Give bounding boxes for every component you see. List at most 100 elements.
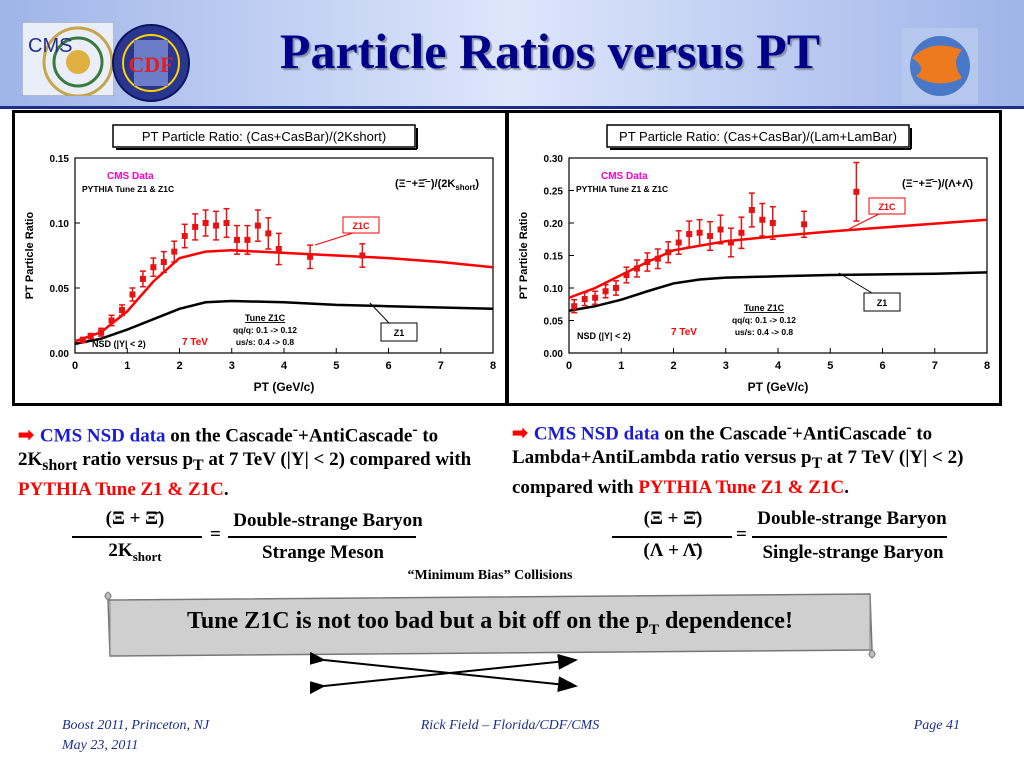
- data-point: [87, 333, 94, 340]
- series-line-z1: [568, 271, 988, 312]
- x-tick-label: 4: [281, 360, 288, 372]
- y-tick-label: 0.10: [544, 284, 564, 295]
- formula-denominator: (Λ + Λ̄): [643, 540, 703, 561]
- footer-date: May 23, 2011: [62, 738, 139, 753]
- z1-label: Z1: [877, 298, 888, 308]
- chart-cascade-lambda: PT Particle Ratio: (Cas+CasBar)/(Lam+Lam…: [518, 124, 990, 394]
- x-tick-label: 6: [879, 360, 885, 372]
- tune-line: qq/q: 0.1 -> 0.12: [732, 315, 796, 325]
- bullet-sup: -: [292, 421, 299, 438]
- data-point: [119, 307, 126, 314]
- series-line-z1: [74, 299, 494, 346]
- data-point: [727, 239, 734, 246]
- data-point: [623, 272, 630, 278]
- y-tick-label: 0.30: [544, 154, 564, 165]
- x-tick-label: 8: [984, 360, 990, 372]
- bullet-text: on the Cascade: [659, 423, 787, 445]
- data-point: [275, 246, 282, 252]
- bullet-text: to Lambda+AntiLambda ratio versus p: [512, 423, 933, 469]
- x-tick-label: 1: [124, 360, 130, 372]
- chart-panel-right: PT Particle Ratio: (Cas+CasBar)/(Lam+Lam…: [506, 110, 1002, 406]
- data-point: [717, 226, 724, 233]
- data-point: [748, 207, 755, 213]
- ratio-label: (Ξ⁻+Ξ̄⁻)/(Λ+Λ̄): [902, 178, 973, 190]
- legend-pythia: PYTHIA Tune Z1 & Z1C: [576, 184, 668, 194]
- chart-title-box: [112, 124, 416, 148]
- formula-equals: =: [736, 524, 747, 545]
- data-point: [738, 229, 745, 236]
- banner-sub: T: [648, 621, 659, 638]
- data-point: [171, 248, 178, 255]
- bullet-sub: short: [42, 457, 78, 475]
- energy-label: 7 TeV: [671, 327, 697, 338]
- chart-title: PT Particle Ratio: (Cas+CasBar)/(Lam+Lam…: [619, 129, 897, 144]
- data-point: [665, 249, 672, 256]
- banner-text: Tune Z1C is not too bad but a bit off on…: [100, 608, 880, 639]
- data-point: [213, 222, 220, 229]
- page-title: Particle Ratios versus PT: [279, 23, 821, 79]
- y-tick-label: 0.05: [544, 317, 564, 328]
- scroll-banner: [104, 591, 876, 659]
- bullet-text: .: [223, 479, 229, 501]
- z1-label: Z1: [394, 328, 405, 338]
- data-point: [181, 233, 188, 239]
- legend-pythia: PYTHIA Tune Z1 & Z1C: [82, 184, 174, 194]
- bullet-red-text: PYTHIA Tune Z1 & Z1C: [638, 477, 845, 499]
- energy-label: 7 TeV: [182, 337, 208, 348]
- z1-label-box: [863, 292, 901, 312]
- crossing-arrows: [310, 652, 578, 694]
- formula-bar: [612, 536, 732, 538]
- data-point: [79, 337, 86, 343]
- legend-cms-data: CMS Data: [601, 171, 648, 182]
- data-point: [707, 233, 714, 239]
- formula-denominator: 2Kshort: [108, 540, 162, 564]
- data-point: [759, 216, 766, 223]
- z1c-pointer: [848, 213, 880, 230]
- formula-right-denominator: Single-strange Baryon: [762, 542, 944, 563]
- legend-cms-data: CMS Data: [107, 171, 154, 182]
- series-line-z1c: [568, 218, 988, 299]
- bullet-sup: -: [906, 419, 912, 436]
- tune-line: us/s: 0.4 -> 0.8: [236, 337, 295, 347]
- x-axis-label: PT (GeV/c): [748, 380, 809, 394]
- chart-cascade-kshort: PT Particle Ratio: (Cas+CasBar)/(2Kshort…: [24, 124, 496, 394]
- chart-title-box: [606, 124, 910, 148]
- bullet-text: at 7 TeV (|Y| < 2) compared with: [512, 447, 964, 499]
- data-point: [129, 291, 136, 298]
- data-point: [675, 239, 682, 246]
- formula-bar: [752, 536, 947, 538]
- formula-numerator: (Ξ + Ξ̄): [643, 508, 703, 529]
- z1c-label: Z1C: [878, 202, 896, 212]
- data-point: [571, 303, 578, 310]
- z1c-label-box: [868, 197, 906, 215]
- y-tick-label: 0.05: [50, 284, 70, 295]
- banner-main: Tune Z1C is not too bad but a bit off on…: [187, 608, 649, 634]
- data-point: [581, 296, 588, 303]
- bullet-sup: -: [412, 421, 418, 438]
- formula-right-numerator: Double-strange Baryon: [233, 510, 423, 531]
- bullet-text: at 7 TeV (|Y| < 2) compared with: [203, 449, 472, 471]
- data-point: [98, 329, 105, 336]
- bullet-text: on the Cascade: [165, 425, 293, 447]
- florida-logo: [902, 28, 978, 104]
- bullet-arrow-icon: ➡: [18, 425, 34, 447]
- footer-event: Boost 2011, Princeton, NJ: [62, 718, 210, 733]
- data-point: [633, 265, 640, 272]
- x-axis-label: PT (GeV/c): [254, 380, 315, 394]
- x-tick-label: 3: [229, 360, 235, 372]
- chart-panel-left: PT Particle Ratio: (Cas+CasBar)/(2Kshort…: [12, 110, 508, 406]
- data-point: [613, 285, 620, 291]
- formula-right-numerator: Double-strange Baryon: [757, 508, 947, 529]
- cdf-logo: CDF: [112, 24, 190, 102]
- data-point: [150, 264, 157, 271]
- x-tick-label: 0: [72, 360, 78, 372]
- data-point: [108, 317, 115, 324]
- z1-label-box: [380, 322, 418, 342]
- y-axis-label: PT Particle Ratio: [518, 212, 530, 300]
- x-tick-label: 7: [438, 360, 444, 372]
- bullet-highlight: CMS NSD data: [39, 425, 166, 447]
- nsd-label: NSD (|Y| < 2): [92, 339, 146, 349]
- x-tick-label: 4: [775, 360, 782, 372]
- ratio-label: (Ξ⁻+Ξ̄⁻)/(2Kshort): [395, 178, 479, 192]
- x-tick-label: 5: [827, 360, 833, 372]
